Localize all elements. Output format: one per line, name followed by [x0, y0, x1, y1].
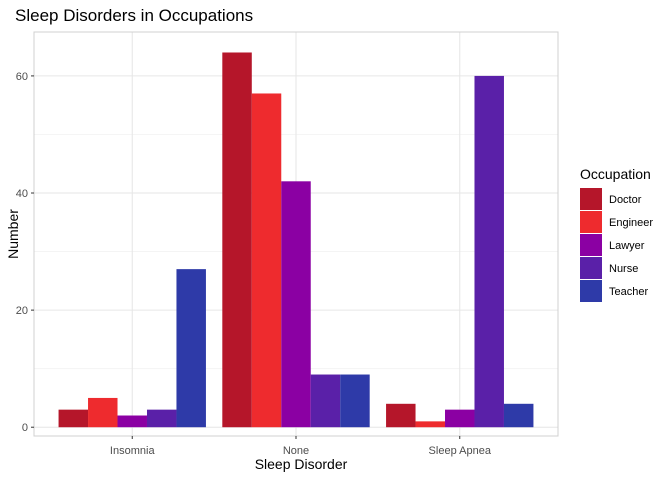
- bar-teacher-insomnia: [176, 269, 206, 428]
- bar-engineer-insomnia: [88, 397, 118, 428]
- legend-swatch-engineer: [580, 211, 602, 233]
- x-axis-title: Sleep Disorder: [255, 456, 348, 472]
- bar-doctor-none: [222, 52, 252, 428]
- x-tick-label: Insomnia: [110, 445, 156, 457]
- y-axis-title: Number: [5, 209, 21, 259]
- bar-doctor-insomnia: [58, 409, 89, 428]
- legend-label-engineer: Engineer: [609, 217, 653, 229]
- bar-nurse-insomnia: [146, 409, 177, 428]
- bar-doctor-sleep-apnea: [386, 403, 416, 428]
- bar-teacher-none: [340, 374, 370, 428]
- legend-swatch-lawyer: [580, 234, 602, 256]
- y-axis: 0 20 40 60: [16, 71, 34, 434]
- bar-teacher-sleep-apnea: [503, 403, 534, 428]
- chart-title: Sleep Disorders in Occupations: [15, 6, 253, 25]
- legend-swatch-teacher: [580, 280, 602, 302]
- bar-lawyer-sleep-apnea: [445, 409, 475, 428]
- legend-swatch-doctor: [580, 188, 602, 210]
- legend: Occupation Doctor Engineer Lawyer Nurse Teac…: [580, 166, 653, 302]
- y-tick-label: 20: [16, 305, 28, 317]
- bar-nurse-none: [310, 374, 341, 428]
- legend-swatch-nurse: [580, 257, 602, 279]
- bar-engineer-sleep-apnea: [415, 421, 446, 428]
- y-tick-label: 40: [16, 188, 28, 200]
- x-tick-label: None: [283, 445, 309, 457]
- legend-label-lawyer: Lawyer: [609, 240, 645, 252]
- x-tick-label: Sleep Apnea: [429, 445, 492, 457]
- y-tick-label: 0: [22, 422, 28, 434]
- y-tick-label: 60: [16, 71, 28, 83]
- bar-engineer-none: [251, 93, 282, 428]
- legend-title: Occupation: [580, 166, 651, 182]
- bars: [58, 52, 534, 428]
- x-axis: Insomnia None Sleep Apnea: [110, 436, 492, 457]
- bar-lawyer-insomnia: [117, 415, 147, 428]
- legend-label-doctor: Doctor: [609, 194, 642, 206]
- legend-label-teacher: Teacher: [609, 286, 648, 298]
- legend-label-nurse: Nurse: [609, 263, 638, 275]
- bar-nurse-sleep-apnea: [474, 75, 504, 428]
- bar-lawyer-none: [281, 181, 311, 428]
